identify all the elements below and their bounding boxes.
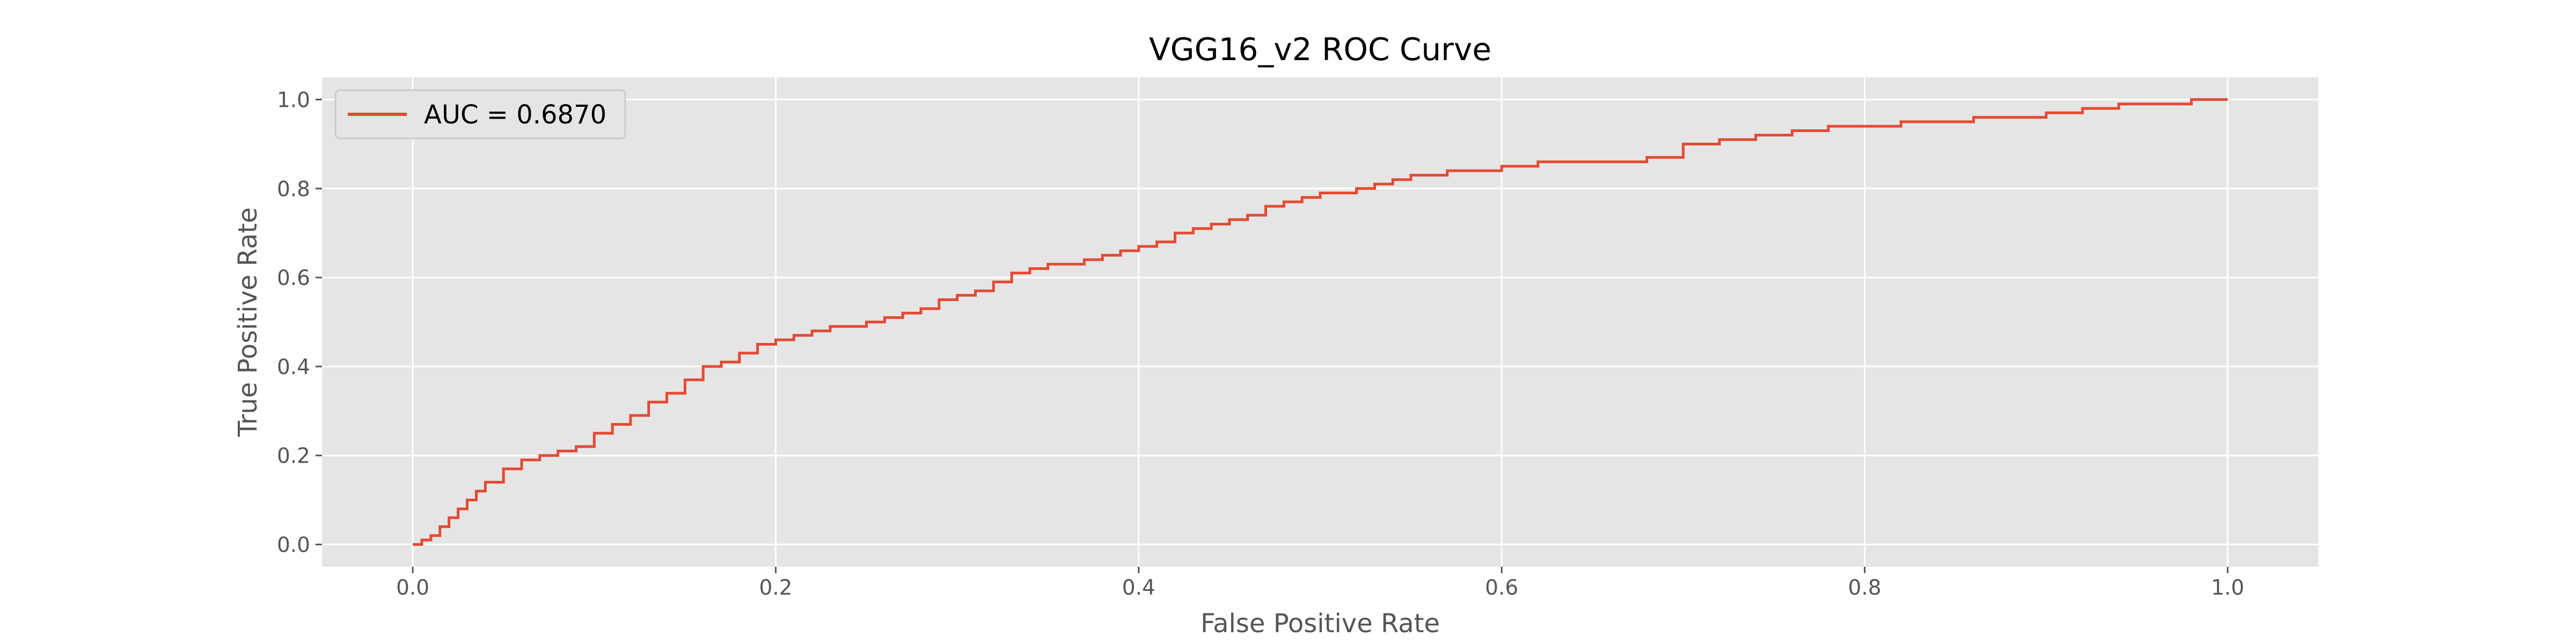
tick-marks: 0.0 0.2 0.4 0.6 0.8 1.0 0.0 0.2 0.4 0.6 0.8 1.0	[277, 88, 2244, 600]
legend-label: AUC = 0.6870	[424, 100, 606, 130]
y-tick-label: 0.8	[277, 177, 310, 201]
x-tick-label: 0.4	[1122, 576, 1155, 600]
x-tick-label: 0.0	[396, 576, 429, 600]
chart-title: VGG16_v2 ROC Curve	[1149, 31, 1491, 68]
legend: AUC = 0.6870	[334, 89, 626, 140]
x-tick-label: 0.8	[1848, 576, 1882, 600]
y-tick-label: 0.2	[277, 444, 310, 469]
y-tick-label: 0.0	[277, 533, 310, 558]
x-tick-label: 0.2	[759, 576, 792, 600]
x-tick-label: 0.6	[1485, 576, 1518, 600]
grid-lines	[322, 77, 2318, 567]
y-tick-label: 0.6	[277, 266, 310, 290]
roc-curve-line	[413, 98, 2228, 546]
y-axis-title: True Positive Rate	[233, 207, 263, 437]
x-axis-title: False Positive Rate	[1201, 609, 1440, 639]
x-tick-label: 1.0	[2211, 576, 2244, 600]
y-tick-label: 1.0	[277, 88, 310, 112]
y-tick-label: 0.4	[277, 355, 310, 379]
plot-area	[322, 77, 2318, 567]
legend-box	[334, 89, 626, 140]
series-layer	[413, 98, 2228, 546]
